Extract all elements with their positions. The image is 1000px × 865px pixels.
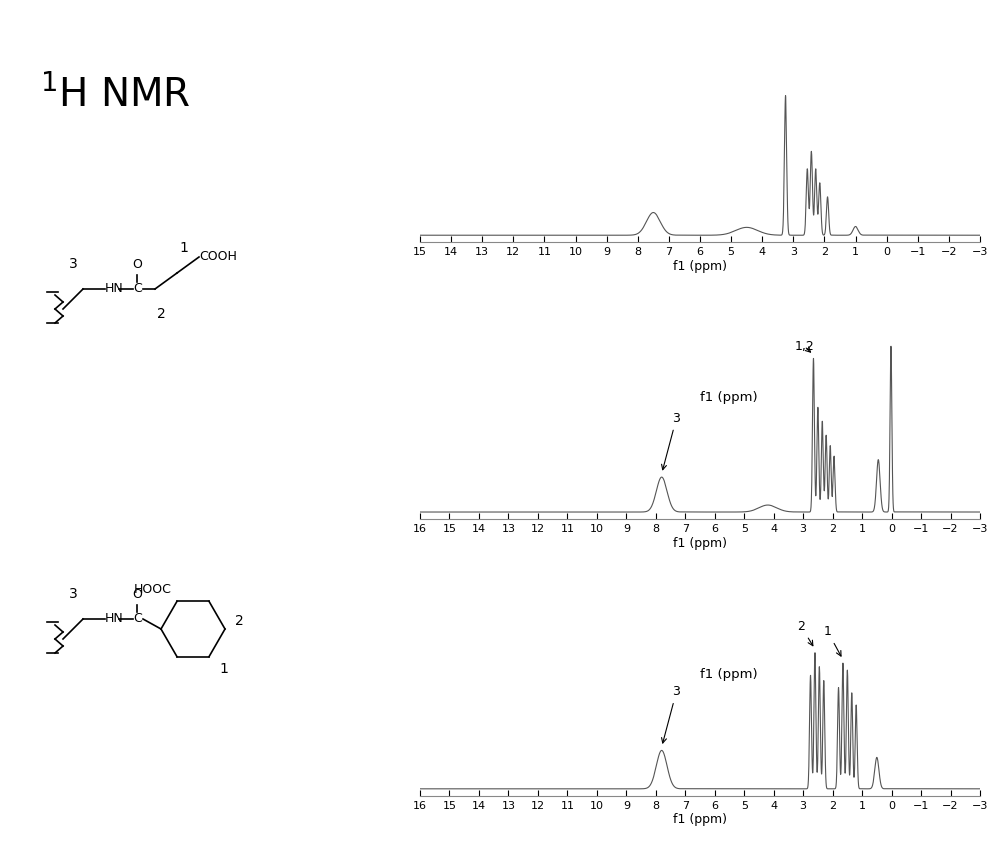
Text: O: O bbox=[132, 588, 142, 601]
Text: HN: HN bbox=[105, 283, 124, 296]
Text: 3: 3 bbox=[69, 587, 77, 601]
Text: 2: 2 bbox=[235, 614, 244, 628]
Text: $^1$H NMR: $^1$H NMR bbox=[40, 75, 191, 114]
Text: 3: 3 bbox=[662, 685, 680, 743]
Text: 2: 2 bbox=[157, 307, 165, 321]
X-axis label: f1 (ppm): f1 (ppm) bbox=[673, 813, 727, 826]
Text: C: C bbox=[133, 283, 142, 296]
Text: 3: 3 bbox=[662, 412, 680, 470]
Text: f1 (ppm): f1 (ppm) bbox=[700, 391, 758, 404]
Text: C: C bbox=[133, 612, 142, 625]
Text: HN: HN bbox=[105, 612, 124, 625]
Text: 1: 1 bbox=[219, 662, 228, 676]
Text: 2: 2 bbox=[797, 620, 813, 645]
X-axis label: f1 (ppm): f1 (ppm) bbox=[673, 536, 727, 549]
Text: 1: 1 bbox=[824, 625, 841, 656]
Text: 1: 1 bbox=[179, 241, 188, 255]
Text: HOOC: HOOC bbox=[134, 583, 172, 596]
Text: f1 (ppm): f1 (ppm) bbox=[700, 668, 758, 681]
X-axis label: f1 (ppm): f1 (ppm) bbox=[673, 260, 727, 272]
Text: 1,2: 1,2 bbox=[794, 340, 814, 353]
Text: O: O bbox=[132, 258, 142, 271]
Text: 3: 3 bbox=[69, 257, 77, 271]
Text: COOH: COOH bbox=[199, 251, 237, 264]
